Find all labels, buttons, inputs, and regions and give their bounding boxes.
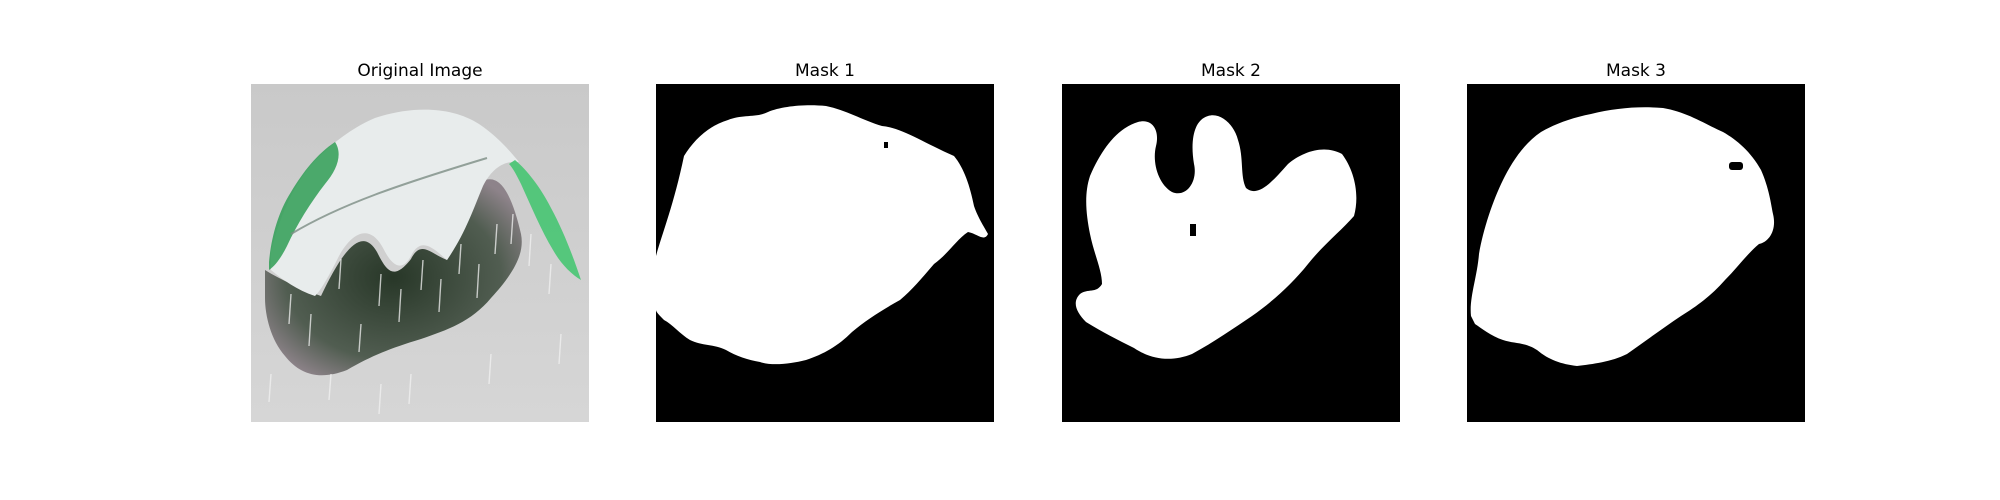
- mask-3-hole: [1729, 162, 1743, 170]
- rain-streaks: [268, 213, 562, 415]
- mask-1-region: [656, 105, 988, 365]
- mask-2-region: [1075, 115, 1357, 359]
- panel-title-mask-3: Mask 3: [1605, 61, 1666, 81]
- mask-2-image: [1062, 84, 1400, 422]
- mask-2-svg: [1062, 84, 1400, 422]
- original-image-svg: [251, 84, 589, 422]
- original-image: [251, 84, 589, 422]
- panel-title-mask-2: Mask 2: [1200, 61, 1261, 81]
- mask-3-region: [1470, 107, 1775, 366]
- mask-1-image: [656, 84, 994, 422]
- panel-original-title-wrap: Original Image: [251, 58, 589, 84]
- mask-3-image: [1467, 84, 1805, 422]
- mask-2-hole: [1190, 224, 1196, 236]
- panel-title-original: Original Image: [357, 61, 483, 81]
- leaf-green-right: [509, 160, 581, 280]
- mask-1-svg: [656, 84, 994, 422]
- leaf-midrib: [290, 157, 488, 235]
- panel-title-mask-1: Mask 1: [794, 61, 855, 81]
- panel-mask2-title-wrap: Mask 2: [1062, 58, 1400, 84]
- panel-mask1-title-wrap: Mask 1: [656, 58, 994, 84]
- mask-1-hole: [884, 142, 888, 148]
- leaf-shadow: [265, 179, 522, 376]
- panel-mask3-title-wrap: Mask 3: [1467, 58, 1805, 84]
- leaf-green-left: [269, 142, 339, 270]
- mask-3-svg: [1467, 84, 1805, 422]
